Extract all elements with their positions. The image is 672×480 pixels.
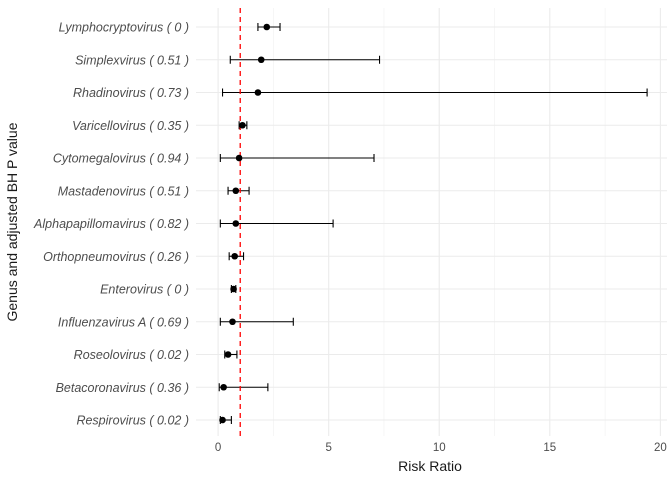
y-tick-labels: Lymphocryptovirus ( 0 ) Simplexvirus ( 0.… xyxy=(33,21,189,428)
y-tick-label: Lymphocryptovirus ( 0 ) xyxy=(59,21,189,35)
error-bars xyxy=(218,23,648,424)
y-tick-label: Orthopneumovirus ( 0.26 ) xyxy=(43,250,189,264)
y-tick-label: Influenzavirus A ( 0.69 ) xyxy=(58,315,189,329)
point-estimate xyxy=(229,318,236,326)
y-tick-label: Mastadenovirus ( 0.51 ) xyxy=(58,184,189,198)
point-estimate xyxy=(232,220,240,227)
point-estimate xyxy=(231,252,238,260)
x-tick-label: 5 xyxy=(325,442,331,454)
y-tick-label: Rhadinovirus ( 0.73 ) xyxy=(73,86,189,100)
point-estimate xyxy=(232,187,240,195)
x-tick-label: 15 xyxy=(543,442,556,454)
point-estimate xyxy=(254,89,262,96)
y-tick-label: Varicellovirus ( 0.35 ) xyxy=(72,119,189,133)
x-axis-title: Risk Ratio xyxy=(398,458,462,474)
point-estimate xyxy=(219,416,226,424)
y-tick-label: Cytomegalovirus ( 0.94 ) xyxy=(53,152,189,166)
x-tick-label: 0 xyxy=(215,442,221,454)
y-tick-label: Respirovirus ( 0.02 ) xyxy=(76,414,189,428)
point-estimate xyxy=(224,351,232,358)
point-estimate xyxy=(230,285,237,293)
y-tick-label: Simplexvirus ( 0.51 ) xyxy=(75,53,189,67)
point-estimate xyxy=(220,383,227,391)
x-tick-label: 10 xyxy=(433,442,446,454)
y-tick-label: Betacoronavirus ( 0.36 ) xyxy=(56,381,189,395)
point-estimate xyxy=(263,23,271,31)
y-tick-label: Enterovirus ( 0 ) xyxy=(100,283,189,297)
x-tick-labels: 0 5 10 15 20 xyxy=(215,442,667,454)
y-axis-title: Genus and adjusted BH P value xyxy=(4,122,20,321)
y-tick-label: Alphapapillomavirus ( 0.82 ) xyxy=(33,217,189,231)
grid-lines xyxy=(196,8,667,436)
x-tick-label: 20 xyxy=(654,442,667,454)
point-estimates xyxy=(219,23,271,424)
point-estimate xyxy=(235,154,243,162)
point-estimate xyxy=(257,56,265,64)
y-tick-label: Roseolovirus ( 0.02 ) xyxy=(74,348,189,362)
point-estimate xyxy=(239,121,246,129)
